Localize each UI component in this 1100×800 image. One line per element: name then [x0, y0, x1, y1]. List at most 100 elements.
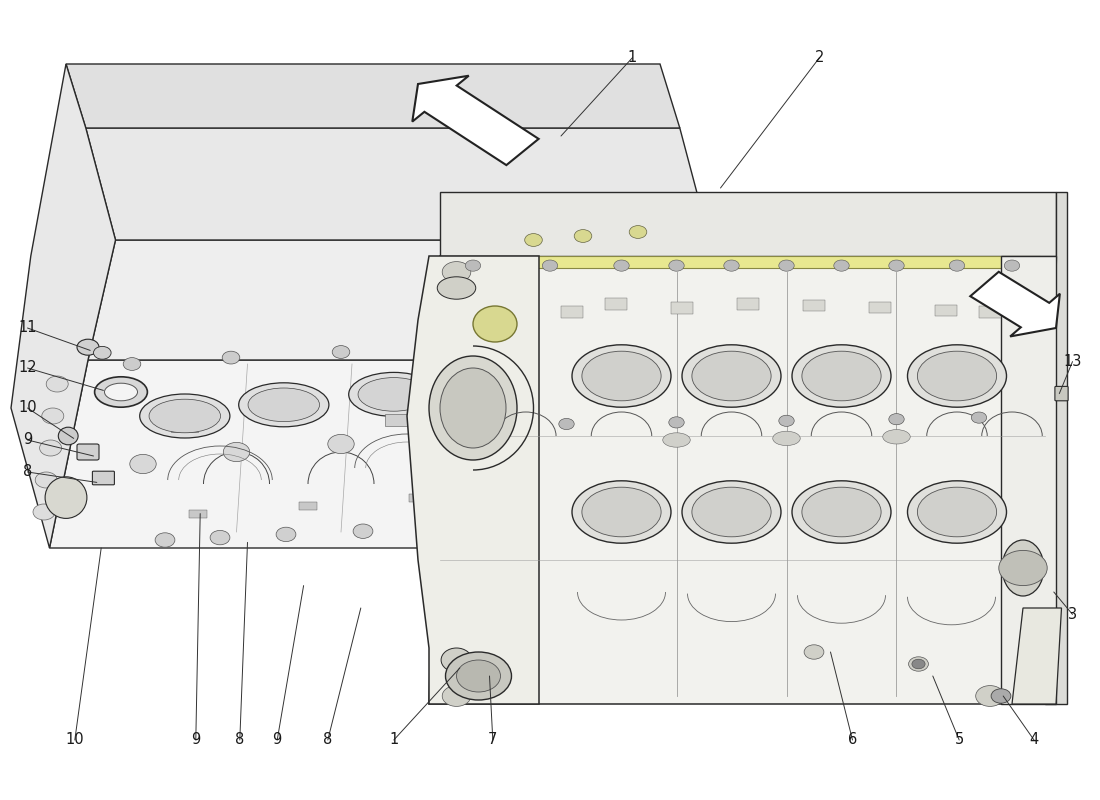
- Text: 10: 10: [66, 733, 84, 747]
- Ellipse shape: [104, 383, 138, 401]
- Ellipse shape: [349, 372, 439, 416]
- Bar: [170, 421, 198, 432]
- Circle shape: [436, 426, 462, 446]
- Ellipse shape: [95, 377, 147, 407]
- Circle shape: [40, 440, 62, 456]
- Ellipse shape: [917, 487, 997, 537]
- FancyBboxPatch shape: [92, 471, 114, 485]
- Circle shape: [353, 524, 373, 538]
- Ellipse shape: [692, 487, 771, 537]
- Ellipse shape: [150, 399, 220, 433]
- Ellipse shape: [440, 368, 506, 448]
- Text: 1: 1: [389, 733, 398, 747]
- Ellipse shape: [917, 351, 997, 401]
- Text: 10: 10: [19, 401, 36, 415]
- Circle shape: [442, 686, 471, 706]
- Ellipse shape: [58, 427, 78, 445]
- Circle shape: [889, 414, 904, 425]
- Circle shape: [94, 346, 111, 359]
- Polygon shape: [970, 272, 1060, 337]
- Bar: [561, 306, 583, 318]
- Circle shape: [669, 417, 684, 428]
- Polygon shape: [456, 256, 1040, 268]
- Circle shape: [123, 358, 141, 370]
- Circle shape: [33, 504, 55, 520]
- Circle shape: [210, 530, 230, 545]
- Polygon shape: [1012, 608, 1062, 704]
- Circle shape: [889, 260, 904, 271]
- Circle shape: [552, 334, 570, 347]
- Circle shape: [332, 346, 350, 358]
- Ellipse shape: [140, 394, 230, 438]
- Ellipse shape: [459, 362, 549, 406]
- Polygon shape: [50, 360, 682, 548]
- Bar: [671, 302, 693, 314]
- Circle shape: [999, 550, 1047, 586]
- Polygon shape: [429, 256, 1056, 704]
- Circle shape: [542, 418, 569, 438]
- Ellipse shape: [572, 481, 671, 543]
- Circle shape: [949, 260, 965, 271]
- Ellipse shape: [572, 345, 671, 407]
- Polygon shape: [66, 64, 680, 128]
- Bar: [495, 410, 522, 421]
- Circle shape: [779, 260, 794, 271]
- Ellipse shape: [441, 648, 472, 672]
- Ellipse shape: [359, 378, 429, 411]
- Circle shape: [646, 330, 663, 342]
- Ellipse shape: [804, 645, 824, 659]
- Circle shape: [222, 351, 240, 364]
- Circle shape: [223, 442, 250, 462]
- Ellipse shape: [1002, 540, 1044, 596]
- Text: 8: 8: [235, 733, 244, 747]
- Polygon shape: [11, 64, 116, 548]
- Ellipse shape: [239, 383, 329, 427]
- Circle shape: [976, 686, 1004, 706]
- Circle shape: [614, 260, 629, 271]
- Ellipse shape: [568, 358, 639, 391]
- Bar: [979, 306, 1001, 318]
- Ellipse shape: [772, 431, 801, 446]
- Bar: [605, 298, 627, 310]
- Ellipse shape: [662, 433, 691, 447]
- Text: 3: 3: [1068, 607, 1077, 622]
- Circle shape: [442, 262, 471, 282]
- Ellipse shape: [468, 367, 539, 401]
- Ellipse shape: [692, 351, 771, 401]
- Text: 11: 11: [19, 321, 36, 335]
- Ellipse shape: [909, 657, 928, 671]
- Text: 1: 1: [628, 50, 637, 65]
- Ellipse shape: [908, 345, 1007, 407]
- Circle shape: [525, 234, 542, 246]
- Text: 5: 5: [955, 733, 964, 747]
- Ellipse shape: [429, 356, 517, 460]
- Circle shape: [912, 659, 925, 669]
- FancyBboxPatch shape: [1055, 386, 1068, 401]
- Bar: [869, 302, 891, 313]
- Circle shape: [529, 517, 549, 531]
- FancyBboxPatch shape: [77, 444, 99, 460]
- Circle shape: [834, 260, 849, 271]
- Bar: [519, 486, 537, 494]
- Circle shape: [559, 418, 574, 430]
- Ellipse shape: [792, 345, 891, 407]
- Text: 9: 9: [23, 433, 32, 447]
- Circle shape: [276, 527, 296, 542]
- Ellipse shape: [248, 388, 320, 422]
- Text: 7: 7: [488, 733, 497, 747]
- Text: 12: 12: [19, 361, 36, 375]
- Polygon shape: [1045, 192, 1067, 704]
- Ellipse shape: [682, 345, 781, 407]
- Ellipse shape: [582, 351, 661, 401]
- Circle shape: [971, 412, 987, 423]
- Circle shape: [619, 410, 646, 430]
- Circle shape: [42, 408, 64, 424]
- Polygon shape: [86, 128, 710, 240]
- Ellipse shape: [802, 351, 881, 401]
- Polygon shape: [407, 256, 539, 704]
- Ellipse shape: [473, 306, 517, 342]
- Circle shape: [441, 521, 461, 535]
- Circle shape: [446, 652, 512, 700]
- Bar: [803, 300, 825, 311]
- Polygon shape: [412, 76, 539, 165]
